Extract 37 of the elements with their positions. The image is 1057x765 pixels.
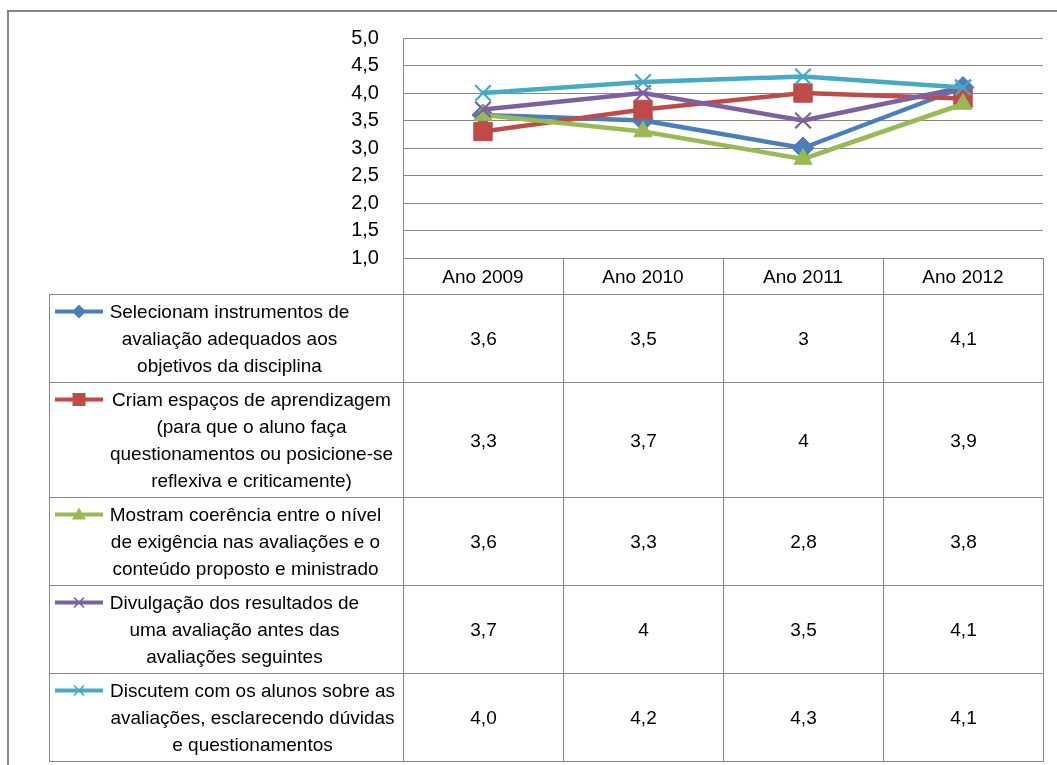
data-label: 3,5 xyxy=(563,294,724,383)
legend-label: Mostram coerência entre o nível de exigência nas avaliações e o conteúdo proposto e ministrado xyxy=(109,503,382,581)
x-tick-label: Ano 2011 xyxy=(763,265,843,287)
y-tick-label: 1,5 xyxy=(351,218,379,241)
y-tick-label: 2,0 xyxy=(351,190,379,213)
data-label: 3,7 xyxy=(403,585,564,674)
data-label: 3,3 xyxy=(563,497,724,586)
legend-label: Selecionam instrumentos de avaliação adequados aos objetivos da disciplina xyxy=(109,300,350,378)
legend-label: Discutem com os alunos sobre as avaliações, esclarecendo dúvidas e questionamentos xyxy=(109,679,396,757)
x-tick-label: Ano 2009 xyxy=(442,265,524,287)
data-label: 3,8 xyxy=(883,497,1044,586)
data-label: 3 xyxy=(723,294,884,383)
x-tick-label: Ano 2012 xyxy=(922,265,1004,287)
data-label: 3,5 xyxy=(723,585,884,674)
data-label: 4 xyxy=(563,585,724,674)
data-label: 4,1 xyxy=(883,585,1044,674)
data-label: 3,6 xyxy=(403,294,564,383)
data-label: 3,3 xyxy=(403,382,564,498)
y-tick-label: 3,5 xyxy=(351,108,379,131)
data-label: 4 xyxy=(723,382,884,498)
data-label: 4,3 xyxy=(723,673,884,762)
data-label: 3,6 xyxy=(403,497,564,586)
data-label: 4,2 xyxy=(563,673,724,762)
data-label: 4,1 xyxy=(883,294,1044,383)
y-tick-label: 3,0 xyxy=(351,135,379,158)
data-label: 3,9 xyxy=(883,382,1044,498)
legend-label: Divulgação dos resultados de uma avaliação antes das avaliações seguintes xyxy=(109,591,360,669)
data-label: 4,1 xyxy=(883,673,1044,762)
x-tick-label: Ano 2010 xyxy=(602,265,684,287)
y-tick-label: 1,0 xyxy=(351,245,379,268)
data-label: 3,7 xyxy=(563,382,724,498)
y-tick-label: 4,5 xyxy=(351,53,379,76)
y-tick-label: 4,0 xyxy=(351,80,379,103)
y-tick-label: 2,5 xyxy=(351,163,379,186)
legend-label: Criam espaços de aprendizagem (para que o aluno faça questionamentos ou posicione-se reflexiva e criticamente) xyxy=(109,388,394,493)
y-tick-label: 5,0 xyxy=(351,25,379,48)
data-label: 2,8 xyxy=(723,497,884,586)
